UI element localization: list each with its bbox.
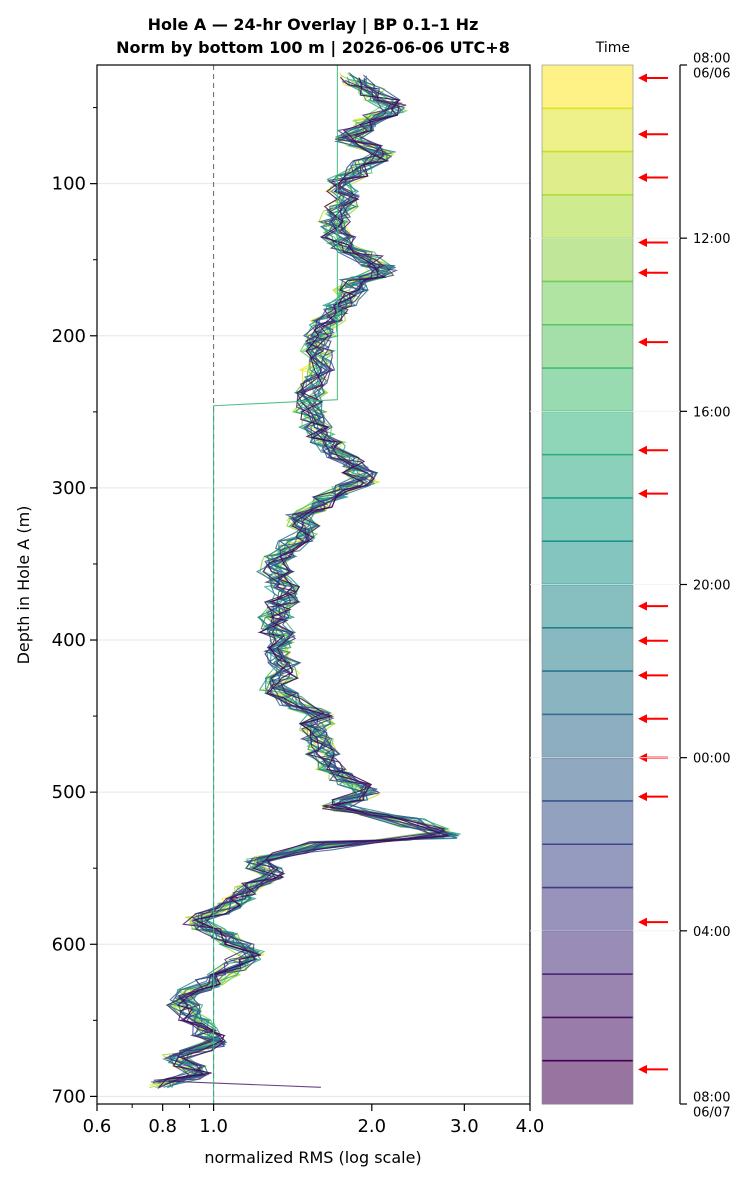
time-tick-label: 06/07 xyxy=(693,1106,730,1121)
y-tick-label: 200 xyxy=(52,326,86,347)
time-tick-label: 00:00 xyxy=(693,752,730,767)
time-marker-arrowhead xyxy=(638,237,647,247)
series-line xyxy=(156,74,450,1085)
y-tick-label: 600 xyxy=(52,934,86,955)
colorbar-band xyxy=(542,454,633,499)
colorbar-band xyxy=(542,411,633,456)
time-tick-label: 20:00 xyxy=(693,579,730,594)
time-tick-label: 12:00 xyxy=(693,232,730,247)
x-axis-ticks: 0.6 0.8 1.0 2.0 3.0 4.0 xyxy=(83,1104,545,1137)
colorbar-band xyxy=(542,887,633,932)
series-line xyxy=(153,80,445,1081)
x-tick-label: 1.0 xyxy=(199,1116,228,1137)
time-marker-arrowhead xyxy=(638,601,647,611)
time-tick-label: 08:00 xyxy=(693,52,730,67)
colorbar-band xyxy=(542,714,633,759)
colorbar-band xyxy=(542,238,633,282)
colorbar-band xyxy=(542,930,633,975)
x-tick-label: 2.0 xyxy=(357,1116,386,1137)
series-line xyxy=(149,77,447,1086)
y-tick-label: 400 xyxy=(52,630,86,651)
y-tick-label: 500 xyxy=(52,782,86,803)
y-tick-label: 100 xyxy=(52,174,86,195)
series-lines xyxy=(149,72,461,1089)
series-line xyxy=(158,77,448,1088)
time-axis-label: Time xyxy=(595,40,630,56)
y-axis-label: Depth in Hole A (m) xyxy=(14,506,33,665)
colorbar-band xyxy=(542,324,633,369)
x-tick-label: 0.8 xyxy=(148,1116,177,1137)
series-line xyxy=(158,76,448,1088)
single-series-line xyxy=(213,65,338,1104)
series-line xyxy=(167,80,458,1086)
plot-frame xyxy=(96,64,531,1105)
y-tick-label: 300 xyxy=(52,478,86,499)
time-marker-arrowhead xyxy=(638,445,647,455)
time-marker-arrowhead xyxy=(638,636,647,646)
x-tick-label: 4.0 xyxy=(516,1116,545,1137)
colorbar-band xyxy=(542,584,633,629)
time-marker-arrowhead xyxy=(638,670,647,680)
chart-subtitle: Norm by bottom 100 m | 2026-06-06 UTC+8 xyxy=(116,38,510,58)
time-axis-ticks: 08:0006/0612:0016:0020:0000:0004:0008:00… xyxy=(530,52,730,1121)
y-tick-label: 700 xyxy=(52,1086,86,1107)
time-marker-arrowhead xyxy=(638,792,647,802)
time-marker-arrowhead xyxy=(638,917,647,927)
colorbar-band xyxy=(542,108,633,153)
colorbar-band xyxy=(542,844,633,889)
time-tick-label: 16:00 xyxy=(693,405,730,420)
colorbar-band xyxy=(542,1017,633,1062)
colorbar-band xyxy=(542,757,633,802)
time-tick-label: 08:00 xyxy=(693,1091,730,1106)
time-marker-arrowhead xyxy=(638,73,647,83)
reference-lines xyxy=(213,65,338,1104)
colorbar-band xyxy=(542,541,633,585)
colorbar-band xyxy=(542,800,633,845)
x-tick-label: 3.0 xyxy=(450,1116,479,1137)
series-line xyxy=(155,78,444,1089)
colorbar-band xyxy=(542,627,633,672)
time-marker-arrowhead xyxy=(638,489,647,499)
colorbar-band xyxy=(542,671,633,715)
y-axis-ticks: 100 200 300 400 500 600 700 xyxy=(52,107,97,1107)
series-line xyxy=(157,76,446,1089)
time-marker-arrowhead xyxy=(638,173,647,183)
colorbar-band xyxy=(542,65,633,109)
grid-lines xyxy=(97,183,530,1097)
series-line xyxy=(152,80,456,1085)
series-line xyxy=(163,75,457,1088)
colorbar-band xyxy=(542,368,633,412)
time-marker-arrowhead xyxy=(638,1064,647,1074)
series-line xyxy=(152,77,437,1084)
colorbar-band xyxy=(542,194,633,239)
colorbar-band xyxy=(542,497,633,542)
time-colorbar xyxy=(542,65,633,1105)
colorbar-band xyxy=(542,151,633,196)
colorbar-band xyxy=(542,974,633,1018)
series-line xyxy=(151,79,451,1083)
time-tick-label: 04:00 xyxy=(693,925,730,940)
series-line xyxy=(149,77,439,1089)
time-marker-arrowhead xyxy=(638,337,647,347)
time-marker-arrowhead xyxy=(638,129,647,139)
colorbar-band xyxy=(542,1060,633,1105)
series-line xyxy=(168,1080,321,1088)
time-tick-label: 06/06 xyxy=(693,67,730,82)
chart-title: Hole A — 24-hr Overlay | BP 0.1–1 Hz xyxy=(148,15,479,35)
x-tick-label: 0.6 xyxy=(83,1116,112,1137)
time-marker-arrowhead xyxy=(638,268,647,278)
time-markers xyxy=(638,73,668,1074)
colorbar-band xyxy=(542,281,633,326)
time-marker-arrowhead xyxy=(638,714,647,724)
x-axis-label: normalized RMS (log scale) xyxy=(204,1148,421,1167)
